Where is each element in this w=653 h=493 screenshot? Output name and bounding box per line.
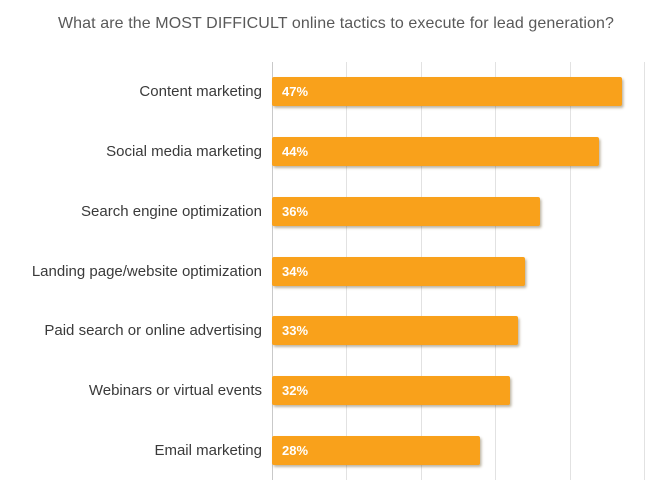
bar: 34%: [272, 256, 525, 286]
bar-value-label: 33%: [282, 323, 309, 339]
chart-title: What are the MOST DIFFICULT online tacti…: [57, 15, 615, 32]
bar-row: Social media marketing 44%: [0, 122, 644, 182]
bar-value-label: 32%: [282, 382, 309, 398]
category-label: Email marketing: [154, 441, 262, 459]
bar-track: 32%: [272, 375, 644, 405]
bar-track: 33%: [272, 316, 644, 346]
category-label: Content marketing: [139, 83, 262, 101]
bar-track: 44%: [272, 137, 644, 167]
gridline: [644, 62, 645, 480]
bar-track: 47%: [272, 77, 644, 107]
bar-track: 28%: [272, 435, 644, 465]
bar-rows: Content marketing 47% Social media marketi…: [0, 62, 644, 480]
bar-row: Webinars or virtual events 32%: [0, 361, 644, 421]
bar: 47%: [272, 77, 622, 107]
bar-value-label: 47%: [282, 84, 309, 100]
bar-row: Email marketing 28%: [0, 420, 644, 480]
bar: 44%: [272, 137, 600, 167]
bar-row: Search engine optimization 36%: [0, 181, 644, 241]
bar-row: Content marketing 47%: [0, 62, 644, 122]
bar: 33%: [272, 316, 518, 346]
bar-row: Landing page/website optimization 34%: [0, 241, 644, 301]
bar: 36%: [272, 196, 540, 226]
bar-value-label: 34%: [282, 263, 309, 279]
gridline: [569, 62, 571, 480]
bar-value-label: 36%: [282, 203, 309, 219]
category-label: Search engine optimization: [81, 202, 262, 220]
category-label: Paid search or online advertising: [44, 322, 262, 340]
bar: 28%: [272, 435, 481, 465]
bar-track: 36%: [272, 196, 644, 226]
category-label: Landing page/website optimization: [31, 262, 262, 280]
bar-value-label: 44%: [282, 144, 309, 160]
bar: 32%: [272, 375, 511, 405]
bar-track: 34%: [272, 256, 644, 286]
category-label: Webinars or virtual events: [88, 381, 262, 399]
bar-row: Paid search or online advertising 33%: [0, 301, 644, 361]
bar-value-label: 28%: [282, 442, 309, 458]
category-label: Social media marketing: [106, 143, 262, 161]
